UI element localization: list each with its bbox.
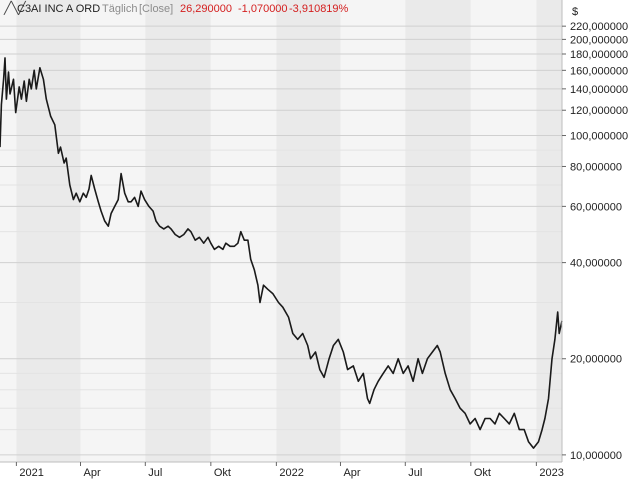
x-tick-label: 2022 <box>279 467 303 479</box>
time-band <box>276 0 341 462</box>
y-tick-label: 120,000000 <box>570 105 628 117</box>
price-change: -1,070000 <box>238 3 288 15</box>
mode-label[interactable]: [Close] <box>139 3 174 15</box>
time-band <box>340 0 406 462</box>
price-line <box>0 57 563 449</box>
y-tick-label: 80,000000 <box>570 161 622 173</box>
y-tick-label: 10,000000 <box>570 450 622 462</box>
interval-label[interactable]: Täglich <box>102 3 138 15</box>
y-tick-label: 100,000000 <box>570 131 628 143</box>
grid-lines <box>0 25 562 456</box>
y-tick-label: 220,000000 <box>570 21 628 33</box>
y-axis: 10,000000 20,000000 40,000000 60,000000 80,0… <box>561 0 628 462</box>
x-tick-label: Apr <box>83 467 100 479</box>
time-band <box>210 0 277 462</box>
line-chart-icon: ╱╲╱ <box>4 1 26 15</box>
x-tick-label: 2021 <box>19 467 43 479</box>
y-tick-label: 180,000000 <box>570 49 628 61</box>
time-band <box>145 0 211 462</box>
x-tick-label: Jul <box>408 467 422 479</box>
y-tick-label: 200,000000 <box>570 34 628 46</box>
time-band <box>80 0 146 462</box>
time-band <box>470 0 537 462</box>
time-band <box>0 0 17 462</box>
x-tick-label: 2023 <box>539 467 563 479</box>
y-tick-label: 160,000000 <box>570 65 628 77</box>
x-tick-label: Jul <box>148 467 162 479</box>
instrument-name: C3AI INC A ORD <box>17 3 101 15</box>
price-change-pct: -3,910819% <box>289 3 349 15</box>
currency-label: $ <box>572 6 578 18</box>
time-band <box>405 0 471 462</box>
y-tick-label: 140,000000 <box>570 84 628 96</box>
time-band <box>16 0 81 462</box>
last-price: 26,290000 <box>180 3 232 15</box>
y-tick-label: 60,000000 <box>570 201 622 213</box>
x-tick-label: Okt <box>214 467 231 479</box>
x-tick-label: Apr <box>343 467 360 479</box>
y-tick-label: 20,000000 <box>570 354 622 366</box>
time-bands <box>0 0 562 462</box>
x-axis: 2021 Apr Jul Okt 2022 Apr Jul Okt 2023 <box>0 461 564 479</box>
y-tick-label: 40,000000 <box>570 258 622 270</box>
x-tick-label: Okt <box>474 467 491 479</box>
